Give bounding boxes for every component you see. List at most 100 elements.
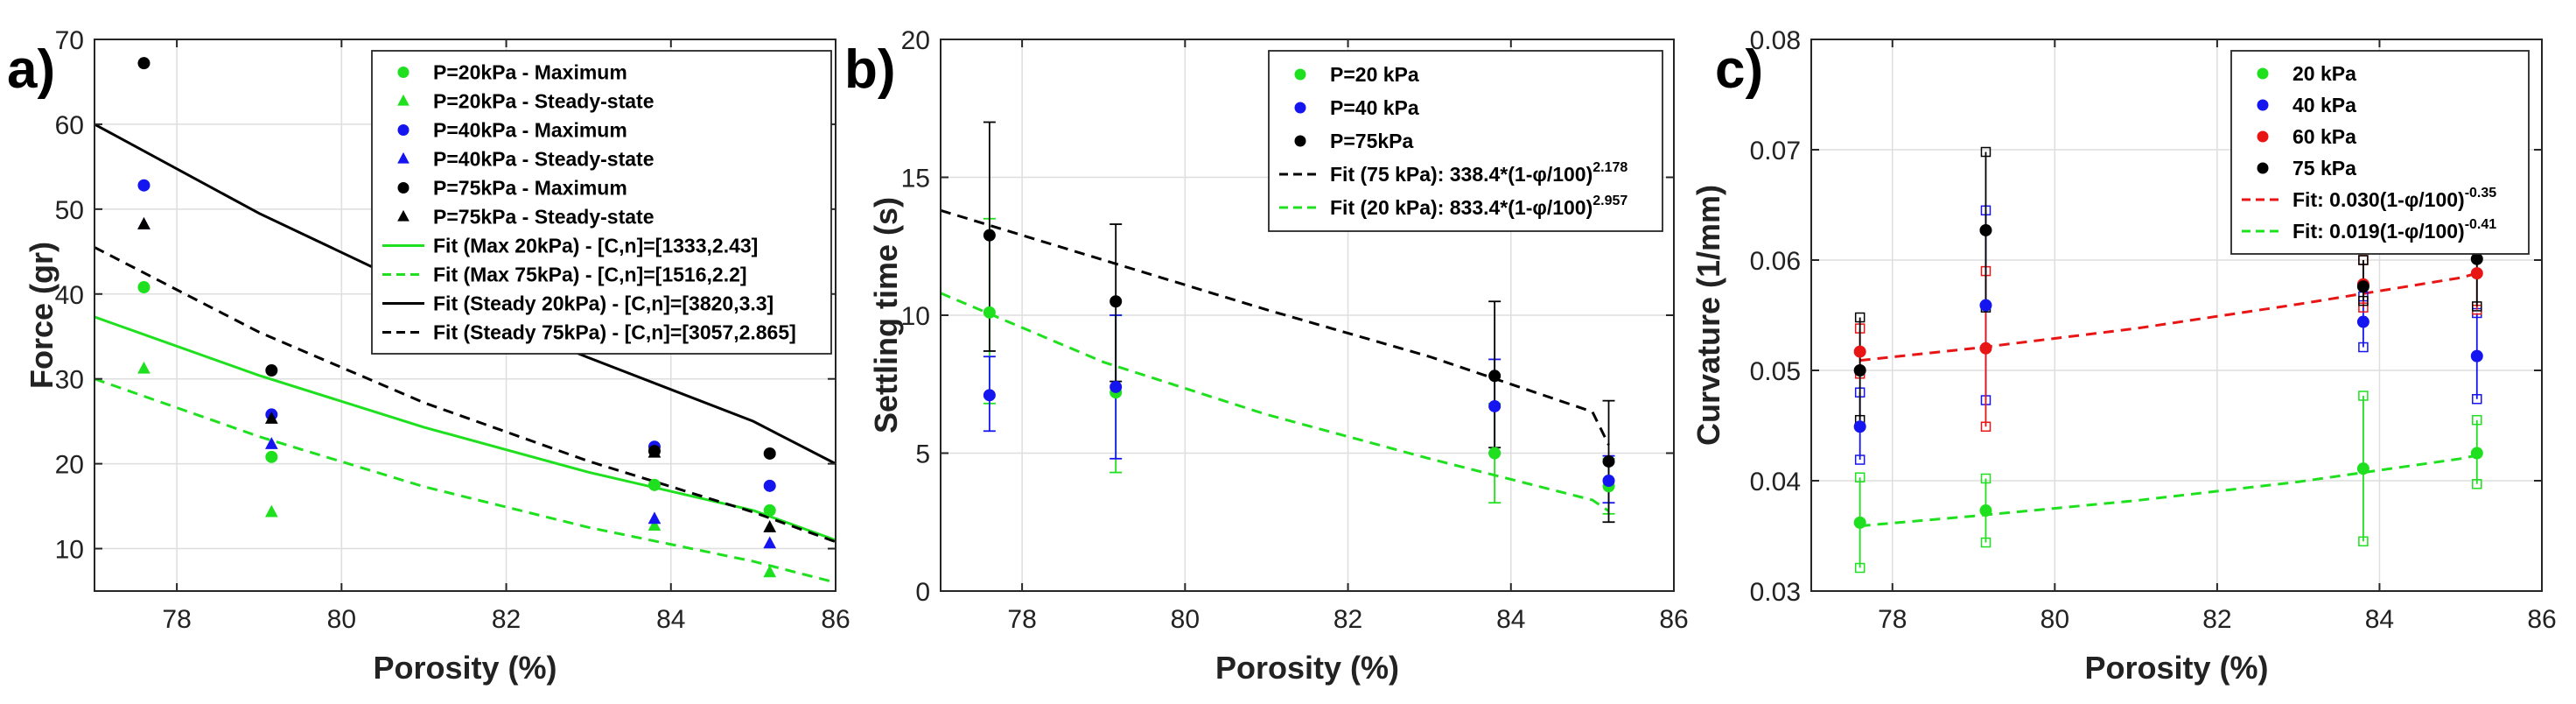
legend-marker-swatch <box>397 124 410 136</box>
axes-frame <box>1810 39 2543 592</box>
error-cap-marker <box>1854 312 1866 323</box>
data-point <box>2470 267 2483 280</box>
data-point <box>2470 252 2483 265</box>
legend-marker-swatch <box>397 67 410 78</box>
error-cap-marker <box>1854 562 1866 574</box>
legend-entry: 60 kPa <box>2292 125 2356 148</box>
legend-box <box>1268 50 1663 232</box>
legend-entry: Fit: 0.030(1-φ/100)-0.35 <box>2292 186 2496 211</box>
y-tick-label: 60 <box>55 111 84 140</box>
error-cap-marker <box>2472 394 2482 405</box>
data-point <box>1110 295 1123 308</box>
data-point <box>1602 475 1615 487</box>
data-point <box>648 518 662 531</box>
panel-label: a) <box>7 39 55 100</box>
legend-marker-swatch <box>397 151 410 164</box>
error-cap-marker <box>2472 301 2482 312</box>
x-tick-label: 80 <box>2040 605 2069 634</box>
x-tick-label: 78 <box>1878 605 1907 634</box>
fit-line-5 <box>941 292 1610 512</box>
error-cap-marker <box>1980 421 1992 433</box>
legend-box <box>2230 50 2530 255</box>
data-point <box>1602 454 1615 468</box>
data-point <box>2356 462 2370 475</box>
plot-content <box>1853 146 2483 574</box>
legend-marker-swatch <box>2257 67 2269 80</box>
data-point <box>265 364 278 377</box>
x-tick-label: 80 <box>327 605 356 634</box>
error-cap-marker <box>2358 255 2369 265</box>
y-tick-label: 70 <box>55 26 84 55</box>
data-point <box>2470 447 2483 460</box>
data-point <box>763 479 776 492</box>
data-point <box>264 504 278 517</box>
data-point <box>1853 420 1866 433</box>
x-tick-label: 84 <box>1496 605 1525 634</box>
x-tick-label: 82 <box>2202 605 2231 634</box>
chart-panel-3: 78 80 82 84 86 0.03 0.04 0.05 0.06 0.07 0.08 Porosi… <box>1690 26 2557 686</box>
legend-marker-swatch <box>1294 102 1306 114</box>
legend-entry: Fit (Steady 75kPa) - [C,n]=[3057,2.865] <box>433 321 796 344</box>
legend: P=20 kPa P=40 kPa P=75kPa Fit (75 kPa): 338… <box>1268 50 1663 232</box>
x-tick-label: 78 <box>162 605 191 634</box>
data-point <box>648 511 662 524</box>
y-tick-label: 0 <box>915 578 930 607</box>
fit-line-6 <box>1859 454 2478 528</box>
legend-entry: P=75kPa - Maximum <box>433 177 627 200</box>
legend-marker-swatch <box>2257 130 2269 143</box>
data-point <box>137 179 150 192</box>
panel-label: b) <box>844 39 896 100</box>
data-point <box>1110 380 1123 393</box>
legend: P=20kPa - Maximum P=20kPa - Steady-state P… <box>371 50 832 355</box>
data-point <box>137 217 150 229</box>
legend-entry: 20 kPa <box>2292 62 2356 85</box>
legend-entry: P=20kPa - Maximum <box>433 61 627 84</box>
y-tick-label: 0.08 <box>1750 26 1801 55</box>
legend-entry: Fit (75 kPa): 338.4*(1-φ/100)2.178 <box>1330 160 1628 186</box>
data-point <box>1979 504 1992 517</box>
x-axis-label: Porosity (%) <box>373 650 556 686</box>
panel-label: c) <box>1715 39 1763 100</box>
legend-marker-swatch <box>2257 162 2269 174</box>
y-tick-label: 5 <box>915 440 930 469</box>
data-point <box>648 478 661 491</box>
fit-line-5 <box>1859 271 2478 363</box>
data-point <box>763 447 776 460</box>
y-tick-label: 20 <box>55 451 84 480</box>
data-point <box>2470 349 2483 363</box>
fit-line-4 <box>941 208 1610 446</box>
data-point <box>2356 280 2370 293</box>
legend-marker-swatch <box>397 94 410 106</box>
legend-entry: 75 kPa <box>2292 157 2356 180</box>
x-tick-label: 82 <box>492 605 521 634</box>
y-tick-label: 50 <box>55 196 84 225</box>
error-cap-marker <box>2358 295 2369 306</box>
fit-line-8 <box>94 377 836 584</box>
y-tick-label: 0.05 <box>1750 357 1801 386</box>
data-point <box>983 306 996 319</box>
data-point <box>763 520 777 532</box>
error-cap-marker <box>2472 414 2482 426</box>
error-cap-marker <box>2472 479 2482 489</box>
legend: 20 kPa 40 kPa 60 kPa 75 kPa Fit: 0.030(1-φ/1… <box>2230 50 2530 255</box>
chart-panel-2: 78 80 82 84 86 0 5 10 15 20 Porosity (%) Settling t… <box>844 26 1689 686</box>
legend-entry: Fit (Steady 20kPa) - [C,n]=[3820,3.3] <box>433 292 774 315</box>
x-axis-label: Porosity (%) <box>1215 650 1399 686</box>
y-tick-label: 20 <box>901 26 930 55</box>
legend-marker-swatch <box>1294 135 1306 147</box>
data-point <box>763 536 777 549</box>
legend-marker-swatch <box>2257 99 2269 111</box>
data-point <box>763 503 776 517</box>
chart-panel-1: 78 80 82 84 86 10 20 30 40 50 60 70 Porosity (%) Forc… <box>7 26 850 686</box>
error-cap-marker <box>2358 341 2369 353</box>
data-point <box>983 229 996 242</box>
legend-entry: Fit: 0.019(1-φ/100)-0.41 <box>2292 217 2496 243</box>
x-tick-label: 86 <box>1659 605 1688 634</box>
y-axis-label: Curvature (1/mm) <box>1690 185 1726 446</box>
data-point <box>137 57 150 70</box>
x-tick-label: 86 <box>821 605 850 634</box>
legend-entry: Fit (20 kPa): 833.4*(1-φ/100)2.957 <box>1330 194 1628 219</box>
data-point <box>137 361 150 374</box>
y-axis-label: Settling time (s) <box>868 197 904 433</box>
